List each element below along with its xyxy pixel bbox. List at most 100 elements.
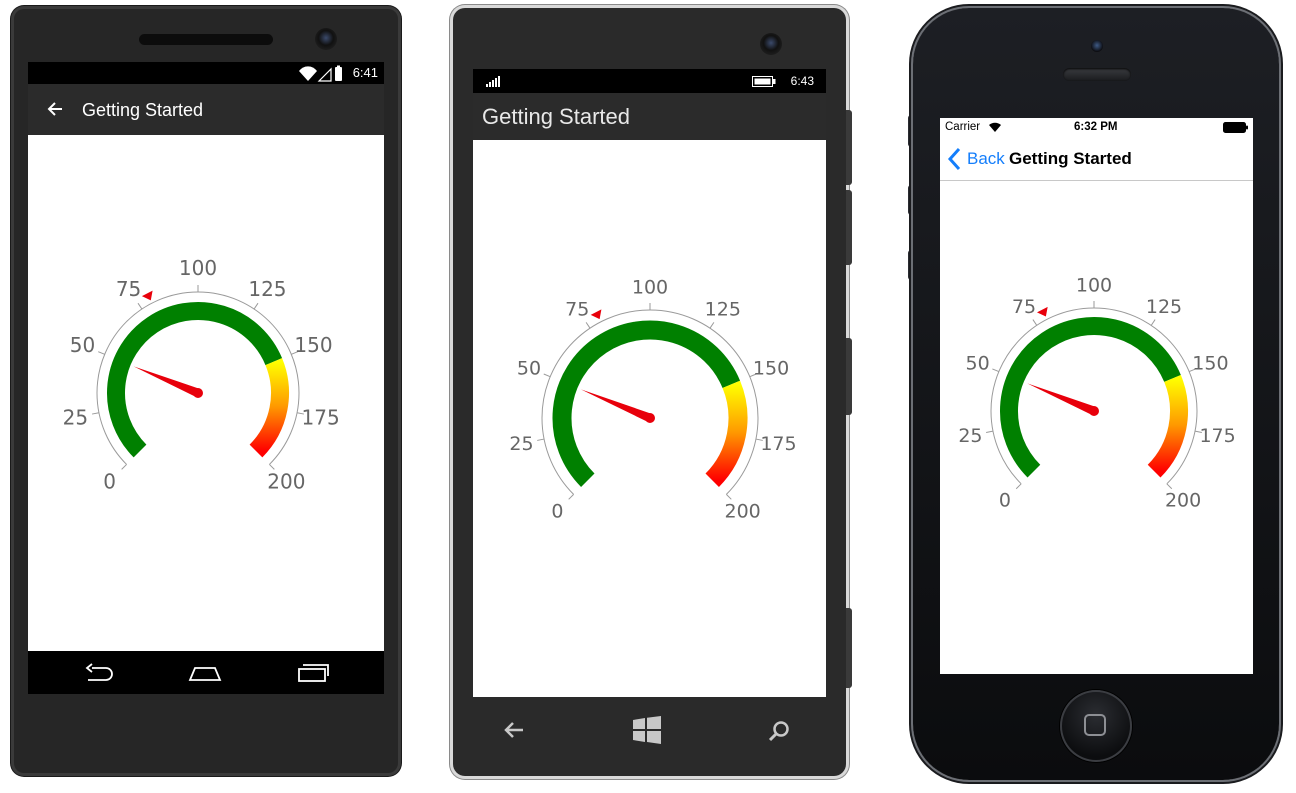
gauge-tick	[568, 494, 574, 500]
gauge-tick-label: 75	[116, 277, 141, 301]
gauge-tick	[296, 412, 305, 415]
gauge-tick-label: 125	[1146, 296, 1182, 318]
gauge-tick-label: 50	[70, 333, 95, 357]
gauge-tick-label: 25	[509, 433, 533, 455]
gauge-tick-label: 150	[753, 358, 789, 380]
android-screen: 6:41 Getting Started 0 25 50 75 100 125 150 175…	[28, 62, 384, 694]
gauge-tick-label: 25	[958, 425, 982, 447]
gauge-tick-label: 200	[1165, 490, 1201, 512]
gauge-tick-label: 0	[103, 469, 116, 493]
gauge-tick-label: 0	[551, 500, 563, 522]
windows-power-button	[846, 338, 852, 415]
back-chevron-icon[interactable]	[946, 147, 962, 171]
windows-navigation-bar	[473, 700, 826, 760]
ios-content-area: 0 25 50 75 100 125 150 175 200	[940, 181, 1253, 674]
gauge-tick-label: 200	[724, 500, 760, 522]
gauge-marker-pointer	[141, 290, 153, 301]
gauge-tick-label: 175	[760, 433, 796, 455]
gauge-tick-label: 25	[63, 405, 88, 429]
android-camera-icon	[315, 28, 337, 50]
gauge-scale-axis	[96, 291, 300, 465]
gauge-tick-label: 75	[565, 299, 589, 321]
gauge-needle-knob	[1089, 406, 1099, 416]
android-app-bar: Getting Started	[28, 84, 384, 135]
gauge-tick-label: 125	[248, 277, 286, 301]
gauge-tick	[1194, 430, 1202, 433]
gauge-tick-label: 175	[302, 405, 340, 429]
gauge-range-0	[107, 302, 283, 458]
ios-mute-switch	[908, 115, 913, 147]
back-arrow-icon[interactable]	[44, 98, 66, 120]
gauge-needle	[1027, 383, 1096, 416]
ios-carrier-label: Carrier	[945, 121, 981, 133]
battery-icon	[1223, 122, 1248, 133]
gauge-tick	[537, 438, 545, 441]
gauge-range-1	[1147, 375, 1188, 478]
gauge-tick	[543, 373, 551, 378]
circular-gauge: 0 25 50 75 100 125 150 175 200	[63, 256, 340, 493]
gauge-tick-label: 100	[1076, 275, 1112, 297]
gauge-scale-axis	[541, 309, 759, 495]
android-content-area: 0 25 50 75 100 125 150 175 200	[28, 135, 384, 651]
cellular-icon	[317, 67, 332, 82]
gauge-range-1	[249, 358, 289, 458]
gauge-tick	[749, 373, 757, 378]
android-speaker-grille	[139, 34, 273, 45]
windows-logo-icon[interactable]	[633, 716, 661, 744]
gauge-tick	[1166, 483, 1173, 490]
gauge-tick	[755, 438, 763, 441]
gauge-range-0	[552, 320, 741, 487]
ios-navigation-bar: Back Getting Started	[940, 138, 1253, 181]
gauge-tick-label: 125	[705, 299, 741, 321]
gauge-tick	[137, 302, 143, 310]
home-button-square	[1084, 714, 1106, 736]
ios-camera-icon	[1091, 40, 1103, 52]
gauge-needle-knob	[193, 388, 203, 398]
signal-icon	[486, 76, 500, 87]
gauge-tick-label: 50	[517, 358, 541, 380]
gauge-tick-label: 175	[1199, 425, 1235, 447]
circular-gauge: 0 25 50 75 100 125 150 175 200	[509, 277, 796, 523]
gauge-tick	[726, 494, 732, 500]
gauge-marker-pointer	[1036, 306, 1048, 317]
gauge-needle	[580, 389, 652, 423]
ios-status-bar: Carrier 6:32 PM	[940, 118, 1253, 138]
gauge-needle-knob	[645, 413, 655, 423]
android-navigation-bar	[28, 651, 384, 694]
android-page-title: Getting Started	[82, 100, 204, 120]
windows-camera-icon	[760, 33, 782, 55]
back-arrow-icon[interactable]	[503, 720, 527, 740]
gauge-tick	[253, 302, 259, 310]
search-icon[interactable]	[768, 720, 790, 742]
android-status-time: 6:41	[352, 65, 378, 80]
gauge-tick	[585, 322, 591, 329]
nav-recents-icon[interactable]	[296, 661, 330, 683]
windows-page-title: Getting Started	[482, 104, 630, 129]
windows-screen: 6:43 Getting Started 0 25 50 75 100 125 150 175…	[473, 69, 826, 697]
nav-home-icon[interactable]	[188, 663, 222, 683]
gauge-range-1	[705, 380, 748, 487]
windows-volume-up-button	[846, 110, 852, 185]
gauge-tick	[269, 464, 275, 470]
nav-back-icon[interactable]	[84, 663, 118, 683]
android-status-bar: 6:41	[28, 62, 384, 84]
wifi-icon	[299, 66, 317, 81]
gauge-tick-label: 150	[294, 333, 332, 357]
gauge-needle	[133, 366, 200, 398]
ios-screen: Carrier 6:32 PM Back Getting Started 0 25…	[940, 118, 1253, 674]
battery-icon	[752, 76, 776, 87]
home-button-icon[interactable]	[1060, 690, 1132, 762]
gauge-tick	[709, 322, 715, 329]
windows-content-area: 0 25 50 75 100 125 150 175 200	[473, 140, 826, 697]
gauge-tick-label: 50	[965, 352, 989, 374]
ios-sleep-button	[1160, 4, 1206, 9]
back-button[interactable]: Back	[967, 149, 1005, 168]
gauge-tick-label: 0	[999, 490, 1011, 512]
ios-page-title: Getting Started	[1009, 149, 1132, 168]
gauge-tick-label: 150	[1192, 352, 1228, 374]
windows-camera-button	[846, 608, 852, 688]
windows-app-bar: Getting Started	[473, 93, 826, 140]
gauge-tick-label: 75	[1012, 296, 1036, 318]
ios-earpiece-speaker	[1063, 68, 1131, 81]
gauge-tick	[1015, 483, 1022, 490]
